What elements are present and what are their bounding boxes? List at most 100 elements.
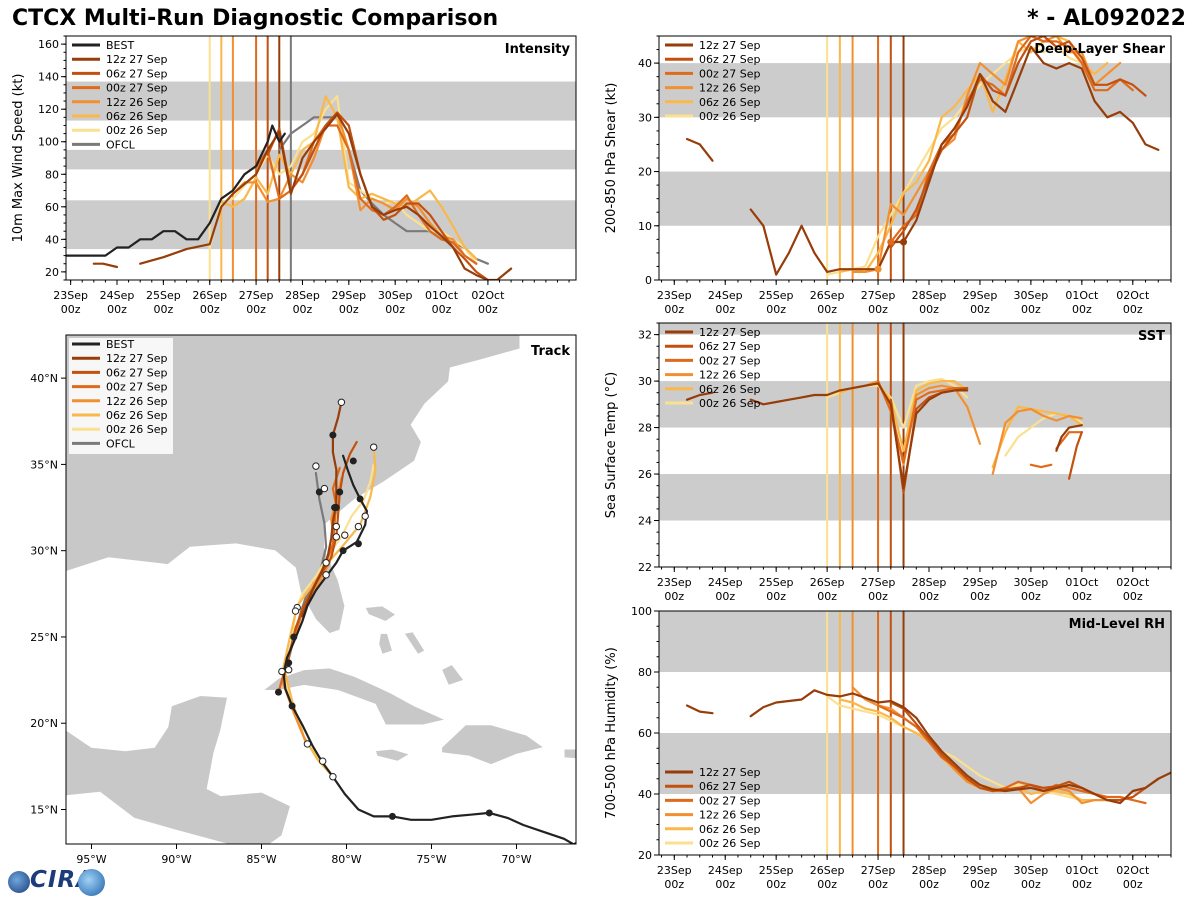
sst-title: SST <box>1138 329 1165 344</box>
legend-label-12z-26-sep: 12z 26 Sep <box>106 395 168 408</box>
track-lon-label: 80°W <box>331 853 361 866</box>
shear-xtick-date: 24Sep <box>708 289 743 302</box>
shear-ytick-label: 20 <box>638 166 652 179</box>
rh-xtick-hour: 00z <box>664 878 684 891</box>
sst-xtick-date: 01Oct <box>1065 576 1099 589</box>
sst-ytick-label: 32 <box>638 329 652 342</box>
sst-xtick-hour: 00z <box>766 590 786 603</box>
shear-xtick-hour: 00z <box>664 303 684 316</box>
track-lon-label: 70°W <box>501 853 531 866</box>
legend-label-06z-26-sep: 06z 26 Sep <box>699 96 761 109</box>
track-marker-best-5 <box>339 547 347 555</box>
rh-series-12z-27-sep-part1 <box>749 689 1171 805</box>
track-open-marker-12z-26-sep-2 <box>332 533 340 541</box>
sst-ytick-label: 26 <box>638 468 652 481</box>
rh-xtick-date: 02Oct <box>1116 864 1150 877</box>
track-lon-label: 85°W <box>246 853 276 866</box>
legend-label-00z-27-sep: 00z 27 Sep <box>699 67 761 80</box>
legend-label-00z-26-sep: 00z 26 Sep <box>699 397 761 410</box>
intensity-xtick-date: 23Sep <box>53 289 88 302</box>
legend-label-12z-27-sep: 12z 27 Sep <box>106 53 168 66</box>
track-marker-best-3 <box>288 702 296 710</box>
legend-label-06z-27-sep: 06z 27 Sep <box>699 53 761 66</box>
legend-label-12z-26-sep: 12z 26 Sep <box>699 82 761 95</box>
rh-xtick-hour: 00z <box>868 878 888 891</box>
rh-series-00z-27-sep <box>877 704 1147 805</box>
intensity-ylabel: 10m Max Wind Speed (kt) <box>11 74 26 243</box>
shear-xtick-date: 28Sep <box>912 289 947 302</box>
intensity-band-0 <box>66 200 576 250</box>
rh-xtick-hour: 00z <box>766 878 786 891</box>
legend-label-00z-26-sep: 00z 26 Sep <box>699 837 761 850</box>
rh-series-06z-27-sep <box>889 701 1160 802</box>
track-open-marker-06z-26-sep-5 <box>361 512 369 520</box>
sst-xtick-hour: 00z <box>1123 590 1143 603</box>
rh-series-12z-27-sep-part0 <box>685 704 714 715</box>
track-open-marker-06z-26-sep-0 <box>329 773 337 781</box>
intensity-series-12z-27-sep-part0 <box>92 262 119 269</box>
legend-label-06z-26-sep: 06z 26 Sep <box>106 409 168 422</box>
shear-ylabel: 200-850 hPa Shear (kt) <box>604 83 619 234</box>
sst-series-12z-27-sep-part1 <box>749 382 969 490</box>
shear-xtick-hour: 00z <box>1123 303 1143 316</box>
track-marker-ofcl-1 <box>315 488 323 496</box>
shear-series-00z-26-sep <box>826 45 1083 276</box>
track-open-marker-00z-26-sep-2 <box>322 559 330 567</box>
land-mass-9 <box>441 664 465 686</box>
legend-label-00z-26-sep: 00z 26 Sep <box>106 124 168 137</box>
track-marker-best-6 <box>354 540 362 548</box>
track-open-marker-06z-26-sep-4 <box>341 531 349 539</box>
intensity-ytick-label: 60 <box>45 201 59 214</box>
track-marker-best-2 <box>388 812 396 820</box>
sst-xtick-date: 28Sep <box>912 576 947 589</box>
sst-series-12z-26-sep-part0 <box>851 380 982 466</box>
sst-xtick-hour: 00z <box>817 590 837 603</box>
intensity-xtick-hour: 00z <box>61 303 81 316</box>
land-mass-3 <box>441 724 545 766</box>
sst-series-12z-27-sep-part0 <box>685 391 714 401</box>
legend-label-12z-27-sep: 12z 27 Sep <box>699 766 761 779</box>
intensity-xtick-date: 27Sep <box>239 289 274 302</box>
track-open-marker-12z-26-sep-1 <box>322 571 330 579</box>
track-open-marker-ofcl-0 <box>312 462 320 470</box>
sst-xtick-hour: 00z <box>970 590 990 603</box>
track-marker-best-8 <box>349 457 357 465</box>
shear-ytick-label: 30 <box>638 111 652 124</box>
intensity-ytick-label: 160 <box>38 38 59 51</box>
track-marker-best-7 <box>356 495 364 503</box>
shear-xtick-hour: 00z <box>970 303 990 316</box>
legend-label-00z-26-sep: 00z 26 Sep <box>106 423 168 436</box>
rh-xtick-hour: 00z <box>817 878 837 891</box>
land-mass-2 <box>262 667 447 726</box>
rh-ytick-label: 40 <box>638 788 652 801</box>
land-mass-5 <box>563 748 576 760</box>
rh-xtick-date: 25Sep <box>759 864 794 877</box>
rh-xtick-hour: 00z <box>919 878 939 891</box>
rh-xtick-date: 28Sep <box>912 864 947 877</box>
intensity-title: Intensity <box>505 42 571 57</box>
intensity-ytick-label: 40 <box>45 233 59 246</box>
rh-ytick-label: 80 <box>638 666 652 679</box>
sst-ytick-label: 30 <box>638 375 652 388</box>
intensity-xtick-date: 25Sep <box>146 289 181 302</box>
legend-label-best: BEST <box>106 39 134 52</box>
rh-xtick-date: 26Sep <box>810 864 845 877</box>
sst-xtick-hour: 00z <box>664 590 684 603</box>
track-lat-label: 30°N <box>30 545 58 558</box>
intensity-xtick-hour: 00z <box>339 303 359 316</box>
track-open-marker-00z-26-sep-3 <box>354 522 363 531</box>
shear-xtick-hour: 00z <box>1021 303 1041 316</box>
rh-xtick-date: 29Sep <box>963 864 998 877</box>
sst-xtick-hour: 00z <box>919 590 939 603</box>
land-mass-1 <box>66 695 291 844</box>
intensity-xtick-date: 24Sep <box>100 289 135 302</box>
land-mass-4 <box>374 748 411 762</box>
shear-xtick-date: 27Sep <box>861 289 896 302</box>
intensity-xtick-date: 01Oct <box>425 289 459 302</box>
intensity-xtick-hour: 00z <box>385 303 405 316</box>
intensity-series-12z-26-sep <box>231 111 478 265</box>
shear-series-12z-26-sep <box>851 36 1122 273</box>
shear-xtick-hour: 00z <box>919 303 939 316</box>
